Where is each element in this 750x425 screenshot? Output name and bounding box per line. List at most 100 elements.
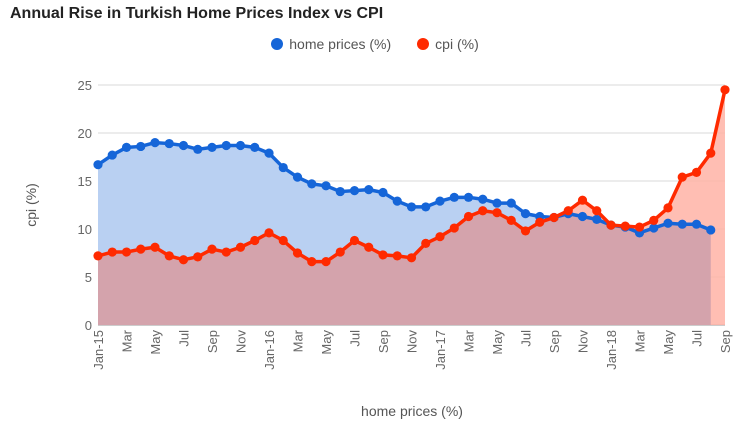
legend-dot-home-icon <box>271 38 284 50</box>
home-prices-point <box>150 138 160 148</box>
cpi-point <box>364 242 374 252</box>
legend-label-home-prices: home prices (%) <box>289 36 392 52</box>
x-tick-label: Nov <box>405 330 420 354</box>
x-tick-label: Nov <box>234 330 249 354</box>
cpi-point <box>706 148 716 158</box>
home-prices-point <box>520 209 531 219</box>
overlap-area <box>98 210 711 325</box>
cpi-point <box>264 228 274 238</box>
cpi-point <box>520 226 531 236</box>
home-prices-point <box>178 140 189 151</box>
cpi-point <box>492 208 502 218</box>
x-tick-label: Jul <box>690 330 705 347</box>
cpi-point <box>478 206 488 216</box>
cpi-point <box>592 206 602 216</box>
cpi-point <box>677 172 687 182</box>
home-prices-point <box>278 162 288 173</box>
cpi-point <box>278 235 288 246</box>
home-prices-point <box>435 196 445 206</box>
legend-item-cpi[interactable]: cpi (%) <box>417 36 479 52</box>
cpi-point <box>307 257 317 267</box>
cpi-point <box>221 247 231 257</box>
home-prices-point <box>649 223 659 233</box>
x-tick-label: May <box>319 330 334 355</box>
home-prices-point <box>478 194 488 204</box>
home-prices-point <box>691 219 702 229</box>
y-tick-label: 15 <box>78 174 92 189</box>
cpi-point <box>321 257 331 267</box>
cpi-point <box>620 221 630 231</box>
x-tick-label: Sep <box>718 330 733 353</box>
cpi-point <box>178 255 189 265</box>
legend-item-home-prices[interactable]: home prices (%) <box>271 36 391 52</box>
cpi-point <box>649 215 659 225</box>
cpi-point <box>549 212 559 223</box>
cpi-point <box>435 232 445 242</box>
home-prices-point <box>121 142 132 152</box>
home-prices-point <box>136 141 146 152</box>
home-prices-point <box>107 150 117 160</box>
cpi-point <box>207 244 217 254</box>
y-tick-label: 10 <box>78 222 92 237</box>
x-tick-label: Jul <box>177 330 192 347</box>
cpi-point <box>577 195 588 205</box>
cpi-point <box>563 206 573 216</box>
home-prices-point <box>93 160 103 170</box>
home-prices-point <box>492 198 502 208</box>
home-prices-point <box>392 196 402 206</box>
home-prices-point <box>364 185 374 195</box>
home-prices-point <box>250 142 260 152</box>
cpi-point <box>392 251 402 261</box>
legend-label-cpi: cpi (%) <box>435 36 479 52</box>
home-prices-point <box>706 225 716 235</box>
cpi-point <box>691 167 702 177</box>
cpi-point <box>720 85 730 95</box>
x-tick-label: Nov <box>576 330 591 354</box>
home-prices-point <box>321 181 331 191</box>
cpi-point <box>335 247 345 257</box>
cpi-point <box>634 222 645 232</box>
home-prices-point <box>463 192 474 202</box>
x-tick-label: Sep <box>205 330 220 353</box>
y-tick-label: 25 <box>78 78 92 93</box>
x-tick-label: May <box>661 330 676 355</box>
y-tick-label: 5 <box>85 270 92 285</box>
home-prices-point <box>378 187 388 198</box>
chart-title: Annual Rise in Turkish Home Prices Index… <box>10 5 384 22</box>
x-tick-label: Jul <box>348 330 363 347</box>
legend-dot-cpi-icon <box>417 38 430 50</box>
x-tick-label: Jan-17 <box>433 330 448 370</box>
cpi-point <box>406 253 417 263</box>
home-prices-point <box>577 211 588 222</box>
cpi-point <box>121 247 132 257</box>
cpi-point <box>235 242 246 252</box>
cpi-point <box>378 250 388 260</box>
cpi-point <box>93 251 103 261</box>
x-tick-label: Jan-18 <box>604 330 619 370</box>
home-prices-point <box>506 198 516 208</box>
home-prices-point <box>449 192 459 202</box>
home-prices-point <box>663 218 673 228</box>
cpi-point <box>449 223 459 233</box>
home-prices-point <box>307 179 317 189</box>
x-tick-label: Mar <box>291 329 306 352</box>
x-tick-label: Jan-15 <box>91 330 106 370</box>
x-tick-label: Jan-16 <box>262 330 277 370</box>
cpi-point <box>136 244 146 254</box>
cpi-point <box>193 252 203 262</box>
x-tick-label: Sep <box>547 330 562 353</box>
x-tick-label: Sep <box>376 330 391 353</box>
cpi-point <box>150 242 160 252</box>
home-prices-point <box>207 142 217 152</box>
x-tick-label: Mar <box>462 329 477 352</box>
home-prices-point <box>421 202 431 212</box>
home-prices-point <box>335 186 345 197</box>
cpi-point <box>292 248 303 258</box>
cpi-point <box>421 238 431 248</box>
y-tick-label: 0 <box>85 318 92 333</box>
home-prices-point <box>221 140 231 151</box>
y-axis-title: cpi (%) <box>23 183 39 227</box>
x-tick-label: Jul <box>519 330 534 347</box>
x-tick-label: May <box>148 330 163 355</box>
